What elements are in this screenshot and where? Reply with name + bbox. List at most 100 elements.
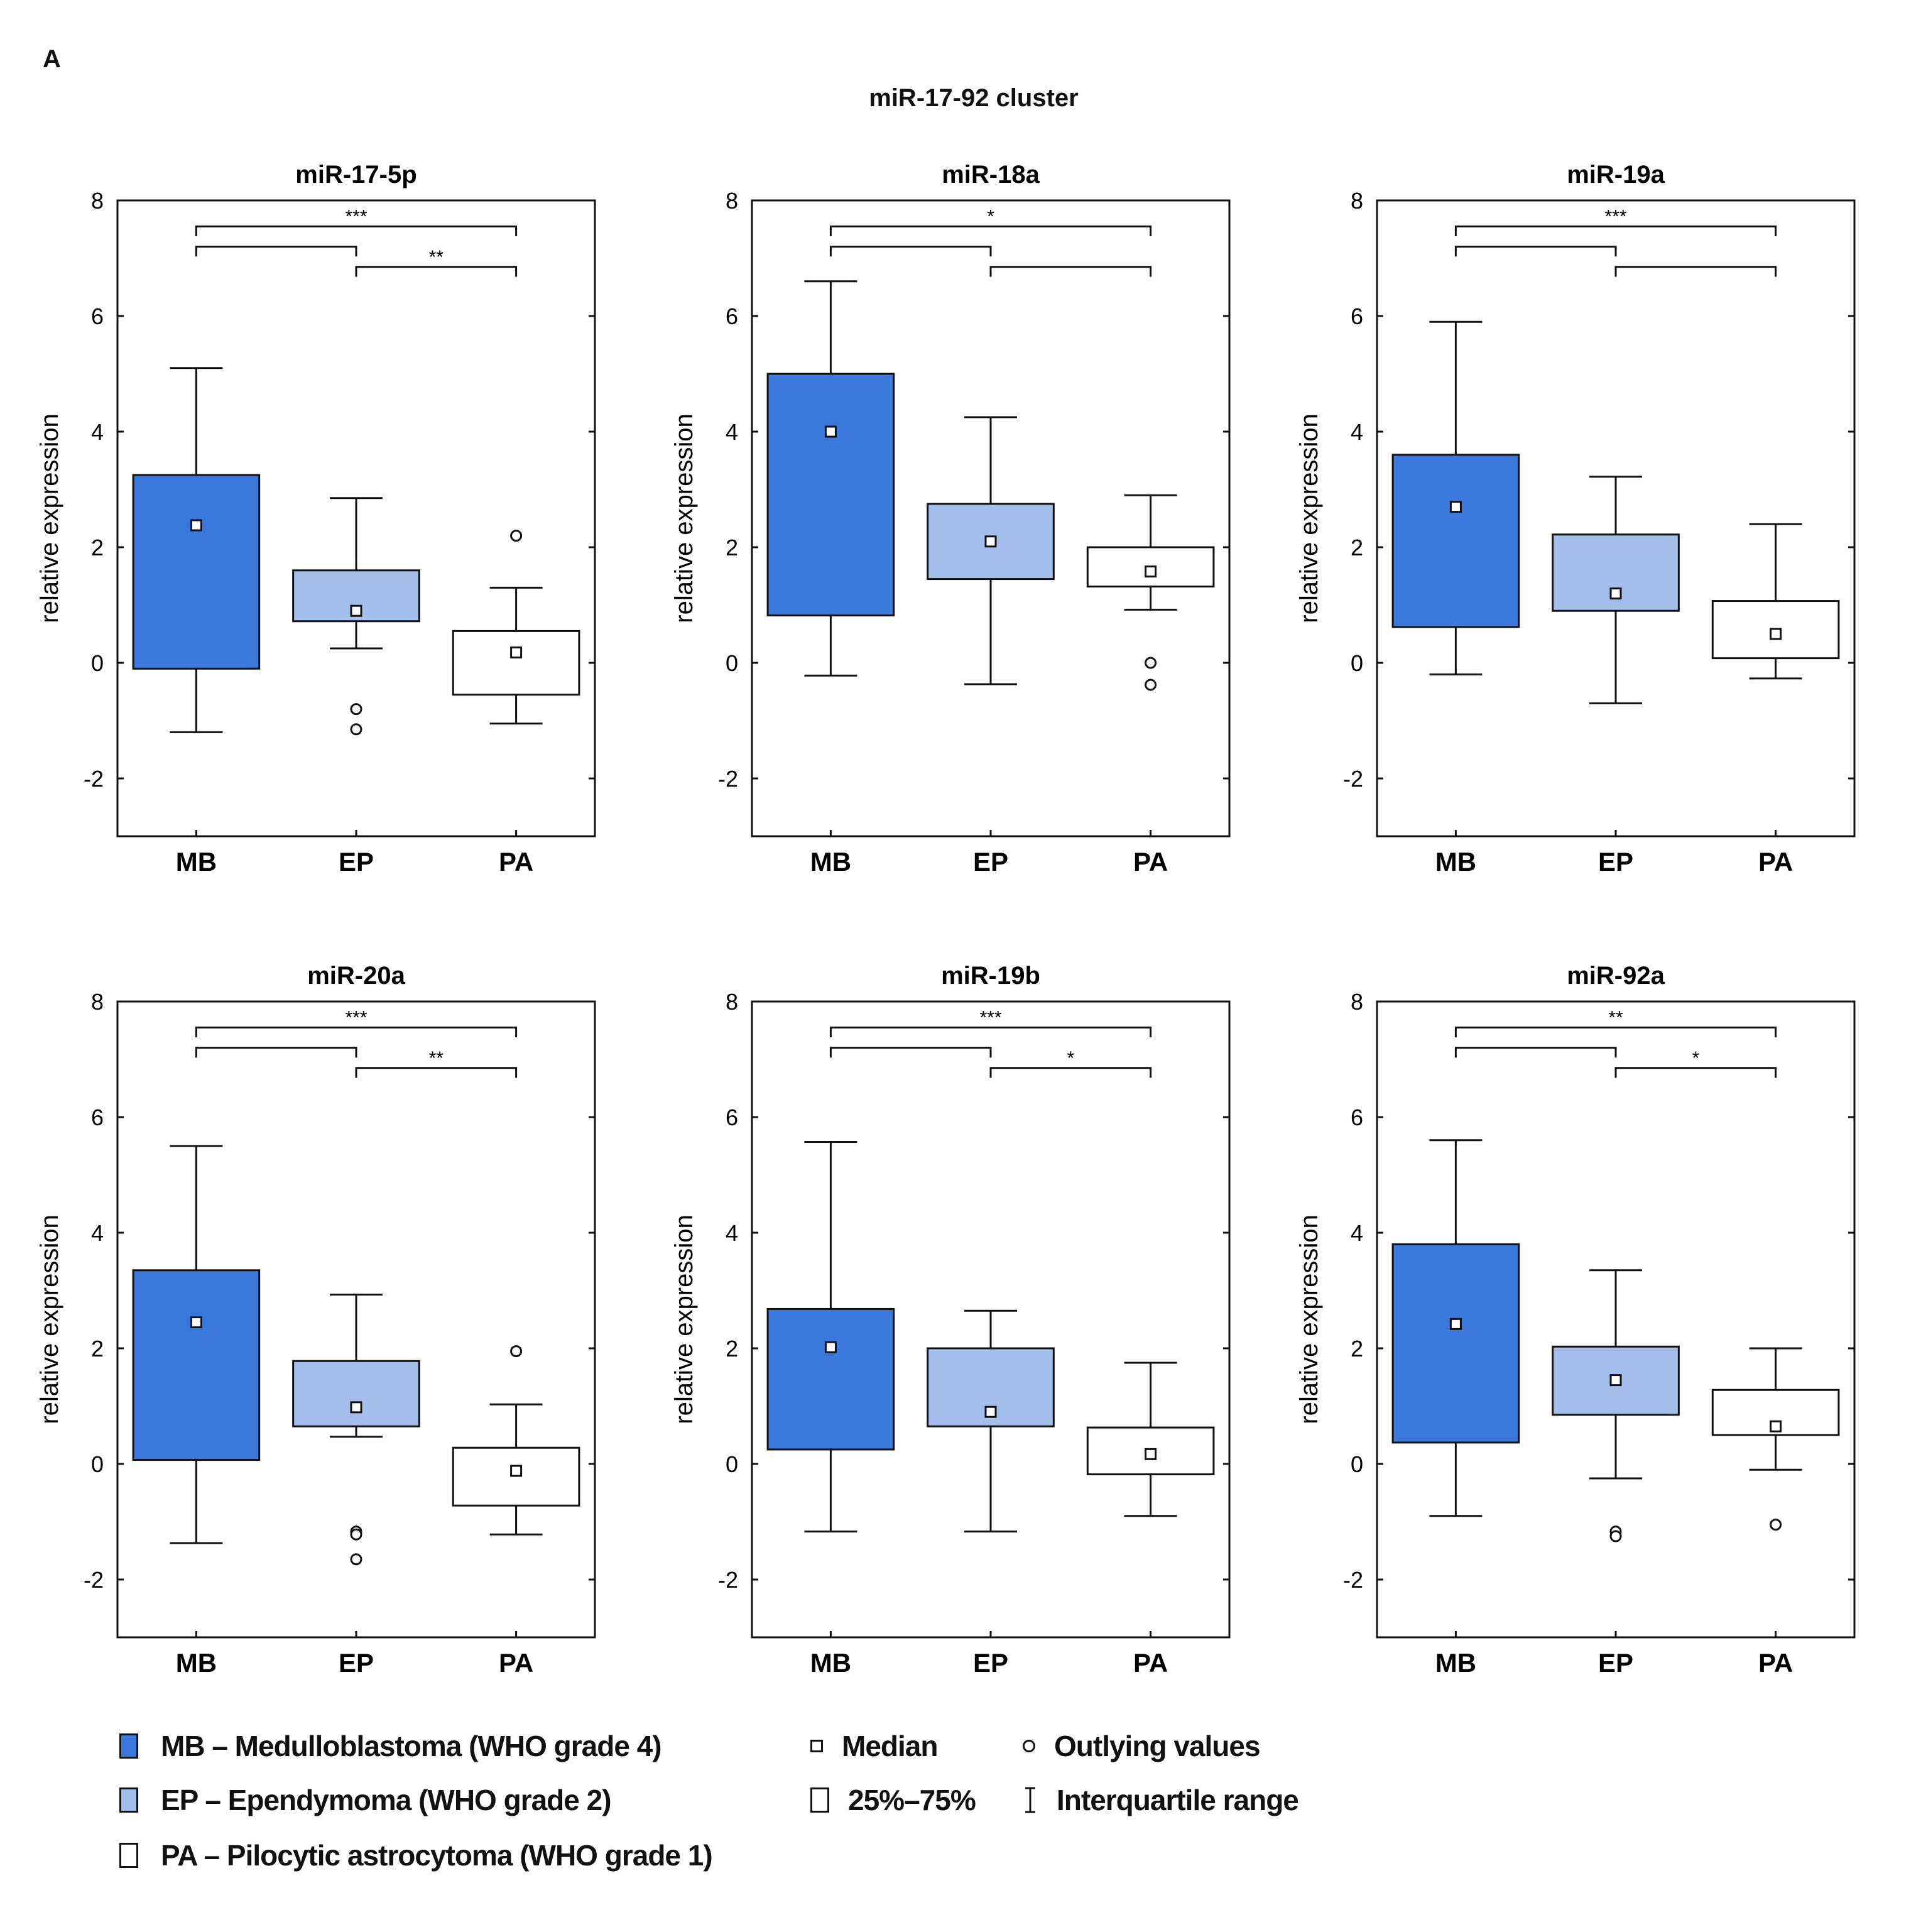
y-tick-label: 4 (91, 1220, 104, 1246)
outlier-circle-icon (1023, 1740, 1035, 1752)
x-tick-label-MB: MB (810, 1648, 851, 1678)
x-tick-label-PA: PA (499, 847, 533, 876)
outlier-point (1145, 679, 1157, 691)
y-tick-label: 4 (91, 419, 104, 445)
box-PA (452, 630, 580, 696)
y-axis-label: relative expression (670, 413, 698, 623)
plot-frame (116, 1000, 596, 1639)
significance-bracket-MB_PA (829, 1026, 1152, 1038)
x-tick-label-PA: PA (1133, 1648, 1168, 1678)
x-tick-label-MB: MB (1435, 1648, 1476, 1678)
legend-item-mb: MB – Medulloblastoma (WHO grade 4) (119, 1729, 662, 1763)
y-tick-label: 6 (1351, 1105, 1363, 1130)
boxplot-panel-miR-20a: miR-20a relative expression -2 0 2 4 6 8 MB EP PA *… (36, 962, 596, 1678)
boxplot-panel-miR-92a: miR-92a relative expression -2 0 2 4 6 8 MB EP PA *… (1295, 962, 1856, 1678)
panel-label: A (43, 45, 61, 73)
y-tick-label: 0 (91, 1451, 104, 1477)
x-tick-label-MB: MB (1435, 847, 1476, 876)
boxplot-panel-miR-19b: miR-19b relative expression -2 0 2 4 6 8 MB EP PA *… (670, 962, 1231, 1678)
y-tick-label: 2 (91, 1336, 104, 1362)
y-tick-label: 4 (726, 419, 738, 445)
significance-bracket-EP_PA (1614, 1067, 1777, 1078)
boxplot-grid: miR-17-5p relative expression -2 0 2 4 6 8 MB EP P… (36, 161, 1856, 1678)
y-tick-label: -2 (718, 1567, 738, 1593)
significance-label-MB_PA: *** (979, 1007, 1001, 1028)
outlier-point (350, 703, 362, 716)
y-tick-label: 6 (91, 303, 104, 329)
box-MB (1391, 454, 1520, 628)
chart-title: miR-20a (307, 962, 405, 990)
x-tick-label-EP: EP (973, 1648, 1008, 1678)
significance-bracket-MB_EP (829, 1047, 992, 1058)
outlier-point (1145, 657, 1157, 669)
box-MB (766, 1307, 895, 1451)
outlier-point (350, 1553, 362, 1566)
median-marker (1770, 628, 1782, 640)
whisker-icon (1025, 1787, 1035, 1813)
legend-item-box: 25%–75% (810, 1783, 976, 1817)
y-tick-label: 2 (726, 535, 738, 560)
x-tick-label-MB: MB (810, 847, 851, 876)
significance-label-EP_PA: ** (429, 1048, 444, 1069)
significance-label-EP_PA: ** (429, 247, 444, 268)
y-tick-label: 4 (1351, 1220, 1363, 1246)
y-tick-label: 2 (91, 535, 104, 560)
significance-label-EP_PA: * (1692, 1048, 1699, 1069)
significance-bracket-MB_PA (1454, 225, 1777, 237)
y-tick-label: 4 (1351, 419, 1363, 445)
significance-bracket-MB_PA (195, 1026, 518, 1038)
x-tick-label-EP: EP (1598, 1648, 1633, 1678)
plot-frame (1376, 1000, 1856, 1639)
plot-frame (751, 1000, 1231, 1639)
box-PA (1086, 1426, 1215, 1476)
chart-title: miR-92a (1567, 962, 1665, 990)
x-tick-label-PA: PA (499, 1648, 533, 1678)
box-MB (766, 373, 895, 617)
outlier-point (350, 723, 362, 736)
y-tick-label: 8 (91, 989, 104, 1015)
box-MB (132, 474, 261, 670)
x-tick-label-PA: PA (1133, 847, 1168, 876)
y-tick-label: 8 (1351, 989, 1363, 1015)
y-axis-label: relative expression (670, 1214, 698, 1424)
outlier-point (510, 530, 523, 542)
legend-item-ep: EP – Ependymoma (WHO grade 2) (119, 1783, 612, 1817)
y-tick-label: 0 (1351, 1451, 1363, 1477)
y-tick-label: 6 (91, 1105, 104, 1130)
x-tick-label-EP: EP (339, 1648, 374, 1678)
y-tick-label: 0 (91, 650, 104, 676)
y-tick-label: 8 (726, 188, 738, 214)
y-tick-label: 2 (1351, 535, 1363, 560)
median-marker (190, 1316, 202, 1329)
significance-bracket-EP_PA (989, 1067, 1152, 1078)
significance-label-MB_PA: * (987, 206, 994, 227)
y-tick-label: 0 (726, 1451, 738, 1477)
plot-frame (751, 199, 1231, 838)
y-axis-label: relative expression (36, 413, 63, 623)
median-marker (510, 646, 523, 658)
box-MB (132, 1269, 261, 1461)
y-axis-label: relative expression (1295, 413, 1323, 623)
y-tick-label: -2 (1343, 1567, 1363, 1593)
significance-bracket-MB_EP (195, 1047, 357, 1058)
box-MB (1391, 1243, 1520, 1444)
y-tick-label: -2 (1343, 766, 1363, 792)
significance-label-MB_PA: *** (1604, 206, 1626, 227)
median-marker (1609, 587, 1622, 600)
x-tick-label-EP: EP (973, 847, 1008, 876)
legend-label-whisker: Interquartile range (1057, 1784, 1299, 1816)
significance-label-MB_PA: ** (1608, 1007, 1623, 1028)
box-icon (810, 1787, 829, 1813)
plot-frame (116, 199, 596, 838)
y-tick-label: 8 (726, 989, 738, 1015)
x-tick-label-PA: PA (1758, 847, 1793, 876)
chart-title: miR-19a (1567, 161, 1665, 188)
y-tick-label: -2 (84, 1567, 104, 1593)
outlier-point (1770, 1519, 1782, 1531)
y-tick-label: 0 (726, 650, 738, 676)
legend-item-pa: PA – Pilocytic astrocytoma (WHO grade 1) (119, 1838, 713, 1872)
median-marker (984, 535, 997, 548)
x-tick-label-MB: MB (176, 1648, 217, 1678)
significance-bracket-MB_EP (1454, 246, 1617, 257)
